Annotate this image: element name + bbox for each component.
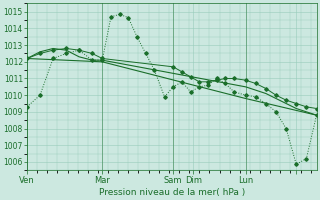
X-axis label: Pression niveau de la mer( hPa ): Pression niveau de la mer( hPa ) bbox=[99, 188, 245, 197]
